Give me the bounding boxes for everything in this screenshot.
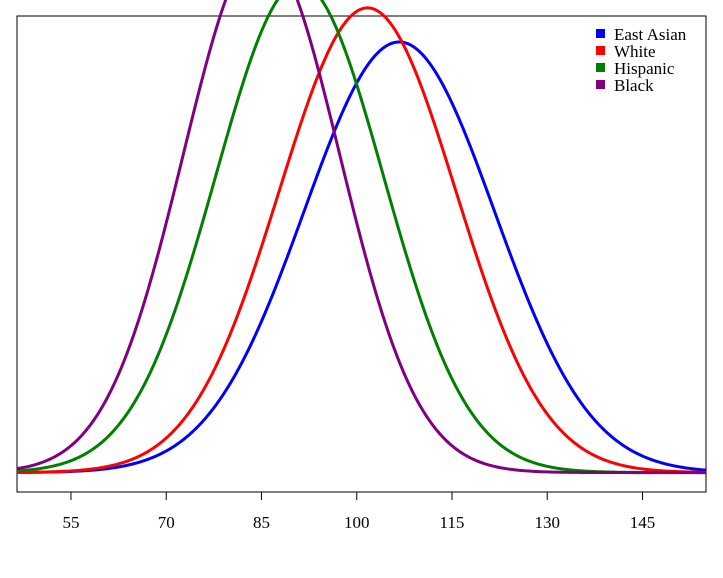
x-tick-label: 55 — [62, 513, 79, 532]
x-tick-label: 85 — [253, 513, 270, 532]
legend-label-white: White — [614, 42, 656, 61]
series-line-white — [16, 6, 707, 474]
legend-swatch-white — [596, 46, 605, 55]
x-tick-label: 130 — [534, 513, 560, 532]
legend-label-hispanic: Hispanic — [614, 59, 675, 78]
series-line-east-asian — [16, 40, 707, 474]
legend-label-east-asian: East Asian — [614, 25, 687, 44]
legend-swatch-hispanic — [596, 63, 605, 72]
legend-swatch-east-asian — [596, 29, 605, 38]
x-tick-label: 70 — [158, 513, 175, 532]
density-curves — [16, 0, 707, 475]
legend-swatch-black — [596, 80, 605, 89]
legend-label-black: Black — [614, 76, 654, 95]
x-tick-label: 115 — [440, 513, 465, 532]
series-line-black — [16, 0, 706, 475]
x-tick-label: 145 — [630, 513, 656, 532]
x-tick-label: 100 — [344, 513, 370, 532]
x-axis: 55 70 85 100 115 130 145 — [62, 492, 655, 532]
